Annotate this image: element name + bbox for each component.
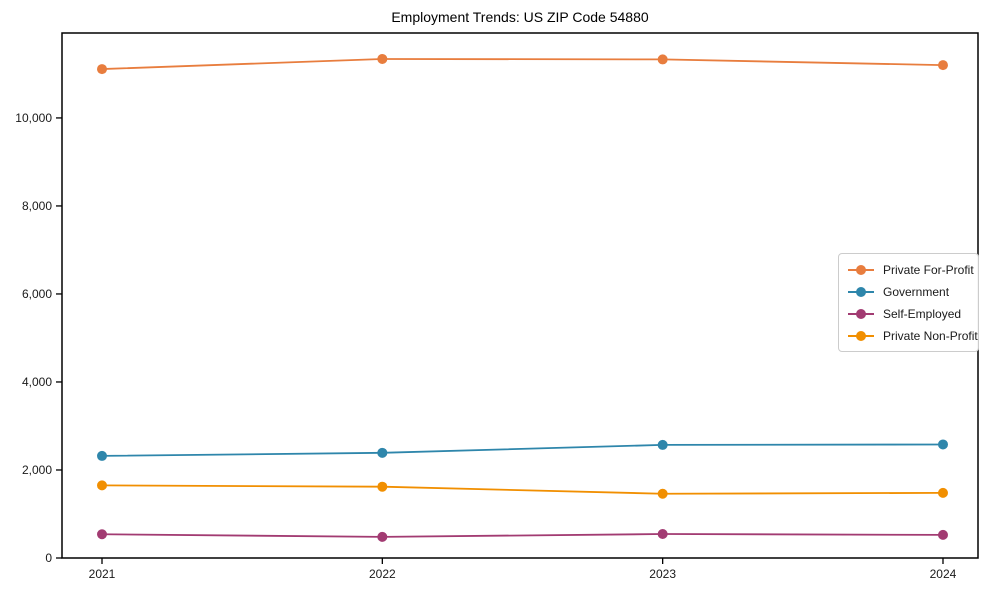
legend-line-marker-icon	[848, 330, 874, 341]
legend-item: Private For-Profit	[847, 261, 974, 278]
data-point-marker	[657, 439, 668, 450]
data-point-marker	[937, 487, 948, 498]
legend-line-marker-icon	[848, 308, 874, 319]
data-point-marker	[657, 54, 668, 65]
data-point-marker	[97, 529, 107, 540]
data-point-marker	[937, 529, 948, 540]
data-point-marker	[377, 447, 388, 458]
y-axis-tick-label: 10,000	[15, 111, 52, 125]
chart-title: Employment Trends: US ZIP Code 54880	[391, 9, 649, 25]
data-point-marker	[97, 450, 107, 461]
y-axis-tick-label: 8,000	[22, 199, 52, 213]
y-axis-tick-label: 0	[45, 551, 52, 565]
legend-label: Private For-Profit	[883, 262, 974, 277]
data-point-marker	[97, 64, 107, 75]
data-point-marker	[377, 531, 388, 542]
series-line	[101, 533, 943, 538]
series-line	[101, 58, 944, 70]
series-line	[101, 484, 943, 495]
legend-line-marker-icon	[848, 264, 874, 275]
x-axis-tick-label: 2023	[649, 567, 676, 581]
x-axis-tick-label: 2021	[89, 567, 116, 581]
data-point-marker	[377, 481, 388, 492]
data-point-marker	[97, 480, 107, 491]
legend-item: Self-Employed	[847, 305, 970, 322]
x-axis-tick-label: 2024	[930, 567, 957, 581]
y-axis-tick-label: 2,000	[22, 463, 52, 477]
data-point-marker	[377, 53, 388, 64]
legend-item: Private Non-Profit	[847, 327, 978, 344]
legend-label: Government	[883, 284, 950, 299]
legend-label: Self-Employed	[883, 306, 962, 321]
legend-line-marker-icon	[848, 286, 874, 297]
data-point-marker	[937, 60, 948, 71]
data-point-marker	[657, 488, 668, 499]
data-point-marker	[657, 529, 668, 540]
y-axis-tick-label: 6,000	[22, 287, 52, 301]
series-line	[101, 443, 943, 457]
y-axis-tick-label: 4,000	[22, 375, 52, 389]
x-axis-tick-label: 2022	[369, 567, 396, 581]
legend-label: Private Non-Profit	[883, 328, 978, 343]
legend: Private For-Profit Government Self-Emplo…	[838, 253, 979, 352]
legend-item: Government	[847, 283, 970, 300]
data-point-marker	[937, 439, 948, 450]
